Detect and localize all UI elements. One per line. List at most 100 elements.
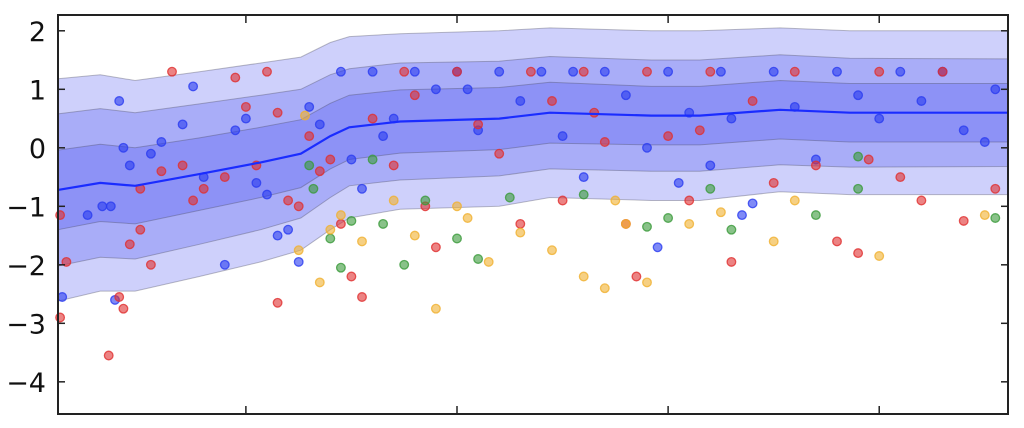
point-blue bbox=[568, 66, 579, 77]
point-orange bbox=[325, 224, 336, 235]
point-orange bbox=[547, 245, 557, 256]
point-green bbox=[378, 218, 389, 229]
point-red bbox=[346, 271, 357, 282]
point-orange bbox=[684, 218, 695, 229]
point-blue bbox=[240, 113, 251, 124]
point-green bbox=[663, 213, 674, 223]
point-red bbox=[293, 201, 304, 212]
point-red bbox=[430, 242, 441, 253]
point-blue bbox=[916, 96, 927, 106]
point-blue bbox=[715, 66, 726, 77]
y-tick-label: −1 bbox=[6, 192, 46, 223]
point-red bbox=[272, 297, 283, 308]
point-orange bbox=[610, 195, 621, 206]
point-green bbox=[346, 215, 357, 226]
point-green bbox=[504, 192, 515, 203]
point-red bbox=[547, 96, 557, 106]
point-red bbox=[589, 107, 600, 118]
point-orange bbox=[483, 256, 494, 267]
point-red bbox=[599, 137, 610, 147]
point-orange bbox=[388, 195, 399, 206]
point-green bbox=[335, 262, 346, 273]
point-red bbox=[219, 172, 230, 183]
point-red bbox=[631, 271, 642, 282]
point-blue bbox=[652, 242, 663, 253]
point-red bbox=[853, 248, 864, 259]
point-orange bbox=[515, 227, 526, 238]
point-blue bbox=[768, 66, 779, 77]
point-blue bbox=[726, 113, 737, 124]
point-red bbox=[399, 66, 410, 77]
point-red bbox=[694, 125, 705, 136]
point-blue bbox=[230, 125, 241, 136]
point-orange bbox=[293, 245, 304, 256]
point-red bbox=[103, 350, 114, 361]
point-red bbox=[663, 131, 674, 142]
point-blue bbox=[462, 84, 473, 95]
point-blue bbox=[251, 177, 262, 188]
point-blue bbox=[599, 66, 610, 77]
point-green bbox=[853, 151, 864, 162]
point-blue bbox=[895, 66, 906, 77]
point-blue bbox=[114, 96, 125, 106]
point-red bbox=[240, 101, 251, 112]
point-green bbox=[308, 183, 319, 194]
point-red bbox=[198, 183, 209, 194]
point-orange bbox=[874, 251, 885, 261]
point-orange bbox=[768, 236, 779, 247]
point-red bbox=[990, 183, 1001, 194]
point-orange bbox=[452, 201, 462, 212]
point-orange bbox=[642, 277, 652, 288]
point-green bbox=[399, 259, 410, 270]
point-blue bbox=[990, 84, 1001, 95]
point-red bbox=[135, 224, 146, 235]
point-blue bbox=[283, 224, 294, 235]
point-blue bbox=[177, 119, 188, 130]
point-red bbox=[895, 172, 906, 183]
point-blue bbox=[145, 148, 156, 159]
point-blue bbox=[430, 84, 441, 95]
point-green bbox=[810, 210, 821, 221]
point-red bbox=[958, 215, 969, 226]
point-red bbox=[832, 236, 842, 247]
point-red bbox=[557, 195, 568, 206]
point-blue bbox=[557, 131, 568, 142]
point-blue bbox=[663, 66, 674, 77]
y-tick-label: −3 bbox=[6, 309, 46, 340]
y-tick-label: −2 bbox=[6, 251, 46, 282]
point-blue bbox=[642, 142, 652, 153]
point-red bbox=[863, 154, 874, 165]
point-red bbox=[314, 166, 325, 177]
y-tick-label: 1 bbox=[29, 75, 46, 106]
point-red bbox=[325, 154, 336, 165]
point-green bbox=[853, 183, 864, 194]
point-red bbox=[473, 119, 484, 130]
point-blue bbox=[832, 66, 842, 77]
point-orange bbox=[300, 110, 310, 121]
point-blue bbox=[219, 259, 230, 270]
point-blue bbox=[874, 113, 885, 124]
point-red bbox=[114, 292, 125, 302]
point-blue bbox=[853, 90, 864, 101]
point-blue bbox=[620, 90, 631, 101]
point-red bbox=[409, 90, 420, 101]
point-red bbox=[167, 66, 177, 77]
point-red bbox=[272, 107, 283, 118]
point-red bbox=[367, 113, 378, 124]
point-blue bbox=[979, 137, 990, 147]
point-orange bbox=[599, 283, 610, 294]
point-green bbox=[367, 154, 378, 165]
point-red bbox=[494, 148, 505, 159]
point-red bbox=[124, 239, 135, 250]
point-blue bbox=[378, 131, 389, 142]
point-orange bbox=[335, 210, 346, 221]
point-red bbox=[118, 303, 129, 314]
y-tick-label: −4 bbox=[6, 368, 46, 399]
point-red bbox=[705, 66, 716, 77]
point-blue bbox=[958, 125, 969, 136]
y-tick-label: 2 bbox=[29, 17, 46, 48]
point-green bbox=[705, 183, 716, 194]
point-red bbox=[525, 66, 536, 77]
point-blue bbox=[357, 183, 367, 194]
point-green bbox=[642, 221, 652, 232]
